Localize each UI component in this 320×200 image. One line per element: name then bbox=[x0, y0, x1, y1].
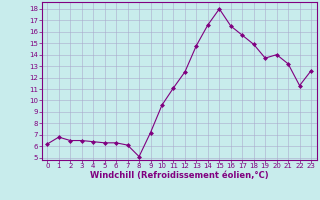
X-axis label: Windchill (Refroidissement éolien,°C): Windchill (Refroidissement éolien,°C) bbox=[90, 171, 268, 180]
